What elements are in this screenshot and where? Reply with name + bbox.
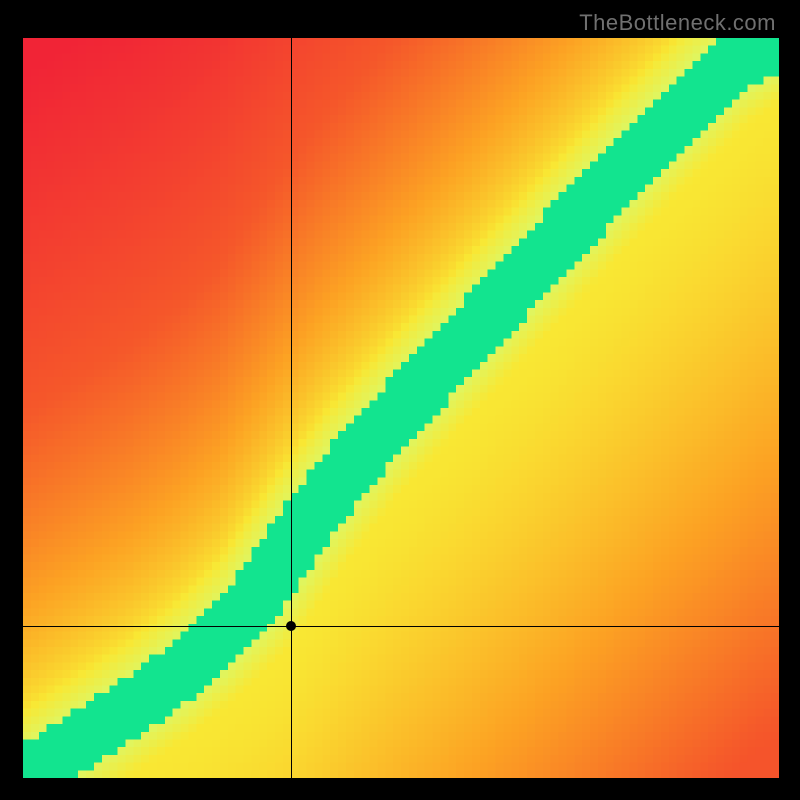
chart-container: { "watermark": { "text": "TheBottleneck.…	[0, 0, 800, 800]
bottleneck-heatmap	[23, 38, 779, 778]
watermark-text: TheBottleneck.com	[579, 10, 776, 36]
